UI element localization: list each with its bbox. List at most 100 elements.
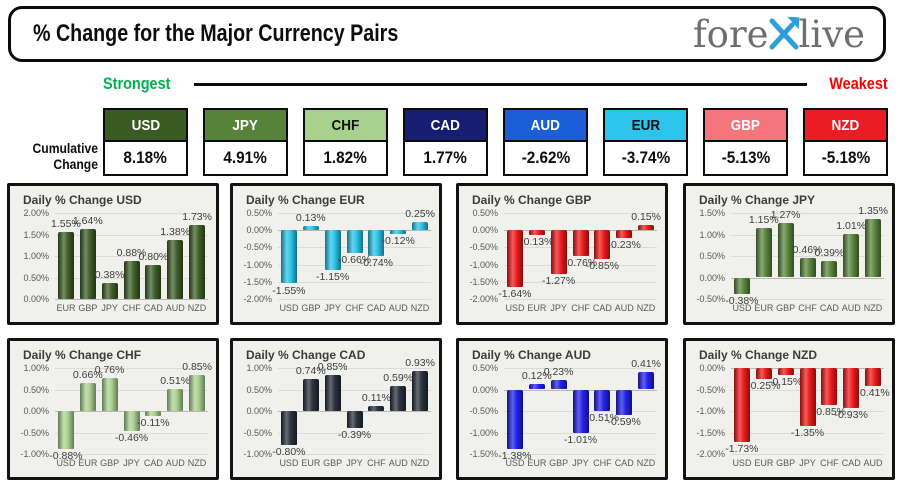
- x-category-label: CHF: [798, 303, 817, 313]
- x-category-label: EUR: [301, 458, 321, 468]
- bar-usd: [280, 230, 297, 284]
- x-category-label: CHF: [820, 458, 839, 468]
- chart-panel-chf: Daily % Change CHF 1.00% 0.50% 0.00% -0.50% -…: [7, 338, 219, 480]
- x-category-label: NZD: [410, 303, 430, 313]
- bar-value-label: -0.74%: [359, 256, 394, 269]
- chart-panel-aud: Daily % Change AUD 0.50% 0.00% -0.50% -1.00%…: [456, 338, 668, 480]
- chart-title: Daily % Change JPY: [699, 193, 816, 207]
- bar-value-label: 0.76%: [94, 364, 125, 377]
- y-tick-label: 0.50%: [699, 251, 725, 261]
- bar-nzd: [189, 224, 206, 299]
- y-tick-label: 0.00%: [246, 225, 272, 236]
- bar-value-label: 1.35%: [858, 205, 888, 218]
- y-tick-label: 0.00%: [472, 225, 498, 236]
- x-category-label: GBP: [776, 303, 796, 313]
- bar-jpy: [123, 411, 140, 431]
- bar-value-label: 1.27%: [770, 208, 801, 221]
- chart-title: Daily % Change EUR: [246, 193, 365, 207]
- currency-box-nzd: NZD -5.18%: [803, 108, 888, 176]
- bar-value-label: -0.93%: [834, 409, 868, 421]
- bar-chf: [572, 230, 589, 257]
- bar-gbp: [777, 368, 794, 375]
- y-tick-label: 0.00%: [699, 272, 725, 283]
- bar-usd: [733, 368, 750, 443]
- x-category-label: JPY: [799, 458, 816, 468]
- chart-title: Daily % Change USD: [23, 193, 142, 207]
- y-tick-label: 0.50%: [472, 208, 498, 218]
- x-category-label: EUR: [527, 458, 547, 468]
- x-category-label: JPY: [572, 458, 589, 468]
- bar-value-label: 0.39%: [814, 246, 845, 259]
- gridline: [55, 213, 208, 214]
- bar-eur: [755, 228, 772, 278]
- currency-code: CHF: [305, 110, 386, 142]
- y-tick-label: -1.50%: [696, 427, 725, 438]
- bar-value-label: -0.51%: [585, 412, 620, 425]
- y-tick-label: 2.00%: [23, 208, 49, 218]
- bar-value-label: 0.88%: [116, 247, 147, 260]
- chart-panel-eur: Daily % Change EUR 0.50% 0.00% -0.50% -1.00%…: [230, 183, 442, 325]
- bar-usd: [280, 411, 297, 446]
- chart-title: Daily % Change CHF: [23, 348, 142, 362]
- bar-aud: [390, 385, 407, 411]
- bar-value-label: 0.12%: [521, 370, 552, 383]
- bar-chf: [123, 261, 140, 299]
- bar-usd: [506, 230, 523, 287]
- bar-gbp: [550, 379, 567, 390]
- bar-cad: [616, 389, 633, 415]
- bar-value-label: -0.88%: [49, 449, 83, 462]
- bar-value-label: 0.85%: [317, 360, 348, 373]
- y-tick-label: 1.00%: [699, 229, 725, 240]
- bar-cad: [843, 368, 860, 408]
- x-category-label: AUD: [165, 303, 185, 313]
- chart-panel-nzd: Daily % Change NZD 0.00% -0.50% -1.00% -1.50…: [683, 338, 895, 480]
- bar-gbp: [302, 225, 319, 231]
- bar-cad: [368, 230, 385, 256]
- bar-chf: [594, 389, 611, 412]
- x-category-label: AUD: [388, 303, 408, 313]
- bar-chf: [368, 406, 385, 411]
- logo-text-live: live: [798, 12, 865, 56]
- gridline: [731, 256, 884, 257]
- x-category-label: CHF: [122, 303, 141, 313]
- x-category-label: JPY: [123, 458, 140, 468]
- bar-jpy: [799, 368, 816, 427]
- y-tick-label: 0.50%: [23, 272, 49, 283]
- y-tick-label: -0.50%: [243, 242, 272, 253]
- gridline: [55, 256, 208, 257]
- x-category-label: NZD: [187, 303, 207, 313]
- gridline: [278, 264, 431, 266]
- x-category-label: GBP: [100, 458, 120, 468]
- x-category-label: USD: [56, 458, 76, 468]
- gridline: [55, 389, 208, 391]
- y-tick-label: -0.50%: [469, 406, 498, 416]
- y-tick-label: -0.50%: [243, 427, 272, 438]
- cumulative-value: 1.82%: [305, 142, 386, 174]
- gridline: [278, 213, 431, 214]
- bar-value-label: -0.46%: [114, 431, 149, 444]
- currency-code: AUD: [505, 110, 586, 142]
- bar-cad: [594, 230, 611, 260]
- bar-value-label: -0.15%: [768, 375, 803, 388]
- bar-value-label: 0.51%: [160, 375, 191, 388]
- bar-gbp: [101, 378, 118, 411]
- gridline: [504, 213, 657, 214]
- gridline: [731, 432, 884, 434]
- bar-jpy: [324, 230, 341, 270]
- bar-value-label: -1.38%: [498, 449, 532, 462]
- bar-value-label: 0.11%: [361, 392, 391, 405]
- x-category-label: USD: [732, 458, 752, 468]
- x-category-label: EUR: [527, 303, 547, 313]
- x-category-label: USD: [279, 458, 299, 468]
- x-category-label: EUR: [754, 303, 774, 313]
- x-category-label: CHF: [593, 458, 612, 468]
- page-title: % Change for the Major Currency Pairs: [33, 20, 399, 47]
- bar-value-label: -0.25%: [747, 379, 781, 392]
- x-category-label: NZD: [187, 458, 207, 468]
- bar-eur: [302, 379, 319, 411]
- gridline: [278, 432, 431, 434]
- chart-title: Daily % Change GBP: [472, 193, 592, 207]
- y-tick-label: -1.00%: [469, 427, 498, 438]
- bar-value-label: -0.12%: [381, 235, 415, 248]
